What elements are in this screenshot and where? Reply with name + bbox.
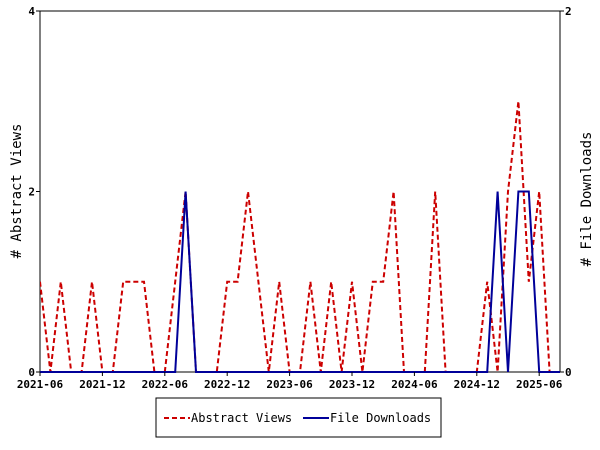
legend-label-file-downloads: File Downloads xyxy=(330,411,431,425)
y-tick-label-left: 2 xyxy=(28,186,35,199)
plot-area xyxy=(39,10,561,373)
legend-box xyxy=(155,397,442,438)
x-tick-label: 2021-12 xyxy=(79,378,125,391)
legend: Abstract Views File Downloads xyxy=(155,397,442,438)
x-tick-label: 2024-06 xyxy=(391,378,438,391)
y-axis-left-title: # Abstract Views xyxy=(9,124,25,259)
y-tick-label-left: 4 xyxy=(28,5,35,18)
y-axis-right-title: # File Downloads xyxy=(579,132,595,267)
x-tick-label: 2025-06 xyxy=(516,378,563,391)
x-axis-ticks: 2021-06 2021-12 2022-06 2022-12 2023-06 2023-… xyxy=(17,372,563,391)
y-tick-label-right: 2 xyxy=(565,5,572,18)
y-tick-label-right: 0 xyxy=(565,366,572,379)
x-tick-label: 2021-06 xyxy=(17,378,64,391)
legend-label-abstract-views: Abstract Views xyxy=(191,411,292,425)
x-tick-label: 2022-06 xyxy=(142,378,189,391)
series-line-file-downloads xyxy=(40,190,560,373)
x-tick-label: 2023-06 xyxy=(266,378,313,391)
y-axis-ticks: 0 2 4 0 2 xyxy=(28,5,571,379)
plot-frame xyxy=(39,10,561,373)
x-tick-label: 2023-12 xyxy=(329,378,375,391)
x-tick-label: 2022-12 xyxy=(204,378,250,391)
series-line-abstract-views xyxy=(40,101,560,373)
x-tick-label: 2024-12 xyxy=(454,378,500,391)
y-tick-label-left: 0 xyxy=(28,366,35,379)
